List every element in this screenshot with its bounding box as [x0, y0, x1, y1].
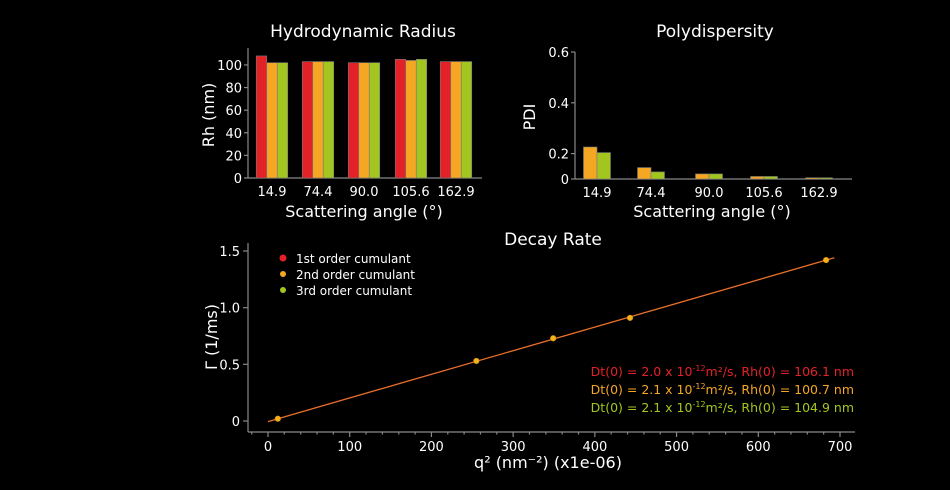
y-tick-label: 0.4 — [548, 97, 569, 112]
x-tick-label: 105.6 — [392, 185, 429, 200]
y-tick-label: 0 — [234, 172, 242, 187]
y-tick-label: 20 — [225, 149, 242, 164]
y-tick-label: 0 — [232, 415, 240, 430]
bar — [405, 60, 417, 179]
y-axis-label: PDI — [520, 104, 539, 131]
bar — [368, 62, 381, 179]
bar — [450, 61, 462, 179]
bar — [266, 62, 278, 179]
bar — [708, 173, 723, 180]
x-tick-label: 400 — [582, 440, 607, 455]
y-tick-label: 0.5 — [219, 358, 240, 373]
y-tick-label: 1.5 — [219, 245, 240, 260]
x-tick-label: 600 — [746, 440, 771, 455]
annotation-rest: m²/s, Rh(0) = 104.9 nm — [706, 400, 854, 415]
x-tick-label: 14.9 — [583, 186, 612, 201]
y-tick-label: 0 — [561, 173, 569, 188]
bar — [637, 167, 652, 180]
y-tick-label: 0.2 — [548, 148, 569, 163]
hydrodynamic-radius-chart: Hydrodynamic Radius Scattering angle (°)… — [199, 22, 482, 221]
bar — [439, 61, 452, 179]
y-axis-label: Γ (1/ms) — [202, 304, 221, 370]
y-tick-label: 1.0 — [219, 302, 240, 317]
bar — [695, 173, 710, 180]
polydispersity-chart: Polydispersity Scattering angle (°) PDI … — [520, 22, 852, 221]
x-tick-label: 74.4 — [637, 186, 666, 201]
legend-label: 2nd order cumulant — [296, 268, 415, 282]
y-tick-label: 100 — [217, 59, 242, 74]
data-point — [550, 335, 557, 342]
data-point — [626, 314, 634, 321]
x-tick-label: 100 — [337, 440, 362, 455]
bar — [415, 59, 428, 179]
x-tick-label: 300 — [501, 440, 526, 455]
fit-result-annotation: Dt(0) = 2.1 x 10-12m²/s, Rh(0) = 104.9 n… — [591, 400, 854, 415]
bar — [460, 61, 473, 179]
y-tick-label: 60 — [225, 104, 242, 119]
x-tick-label: 200 — [419, 440, 444, 455]
data-point — [473, 357, 480, 365]
y-tick-label: 40 — [225, 127, 242, 142]
x-axis-label: Scattering angle (°) — [633, 202, 791, 221]
bar — [750, 176, 765, 180]
chart-title: Polydispersity — [656, 22, 774, 42]
bar — [763, 176, 778, 180]
legend-label: 3rd order cumulant — [296, 284, 412, 298]
fit-result-annotation: Dt(0) = 2.1 x 10-12m²/s, Rh(0) = 100.7 n… — [591, 382, 854, 397]
y-tick-label: 0.6 — [548, 46, 569, 61]
x-tick-label: 74.4 — [304, 185, 333, 200]
fit-result-annotation: Dt(0) = 2.0 x 10-12m²/s, Rh(0) = 106.1 n… — [591, 364, 854, 379]
annotation-text: Dt(0) = 2.0 x 10 — [591, 364, 693, 379]
chart-title: Hydrodynamic Radius — [270, 22, 456, 42]
bar — [805, 177, 820, 180]
annotation-text: Dt(0) = 2.1 x 10 — [591, 400, 693, 415]
x-tick-label: 500 — [664, 440, 689, 455]
x-tick-label: 162.9 — [437, 185, 474, 200]
bar — [583, 146, 598, 180]
x-axis-label: Scattering angle (°) — [285, 202, 443, 221]
x-tick-label: 90.0 — [695, 186, 724, 201]
legend-label: 1st order cumulant — [296, 252, 411, 266]
data-point — [274, 415, 281, 422]
bar — [301, 61, 314, 179]
data-point — [823, 256, 830, 264]
legend-marker — [279, 254, 287, 262]
x-axis-label: q² (nm⁻²) (x1e-06) — [474, 453, 622, 472]
annotation-exponent: -12 — [692, 364, 705, 373]
x-tick-label: 0 — [264, 440, 272, 455]
y-tick-label: 80 — [225, 82, 242, 97]
bar — [347, 62, 360, 179]
decay-rate-chart: Decay Rate q² (nm⁻²) (x1e-06) Γ (1/ms) 0… — [202, 230, 855, 472]
x-tick-label: 162.9 — [800, 186, 837, 201]
annotation-exponent: -12 — [692, 382, 705, 391]
bar — [276, 62, 289, 179]
bar — [312, 61, 324, 179]
bar — [818, 177, 833, 180]
legend-marker — [280, 271, 286, 277]
y-axis-label: Rh (nm) — [199, 83, 218, 148]
bar — [358, 62, 370, 179]
x-tick-label: 700 — [828, 440, 853, 455]
x-tick-label: 90.0 — [350, 185, 379, 200]
legend-marker — [280, 287, 286, 293]
annotation-rest: m²/s, Rh(0) = 106.1 nm — [706, 364, 854, 379]
bar — [596, 152, 611, 180]
chart-title: Decay Rate — [504, 230, 602, 250]
bar — [255, 55, 268, 179]
annotation-rest: m²/s, Rh(0) = 100.7 nm — [706, 382, 854, 397]
annotation-exponent: -12 — [692, 400, 705, 409]
bar — [322, 61, 335, 179]
x-tick-label: 105.6 — [745, 186, 782, 201]
bar — [394, 59, 407, 179]
bar — [650, 171, 665, 180]
annotation-text: Dt(0) = 2.1 x 10 — [591, 382, 693, 397]
x-tick-label: 14.9 — [258, 185, 287, 200]
